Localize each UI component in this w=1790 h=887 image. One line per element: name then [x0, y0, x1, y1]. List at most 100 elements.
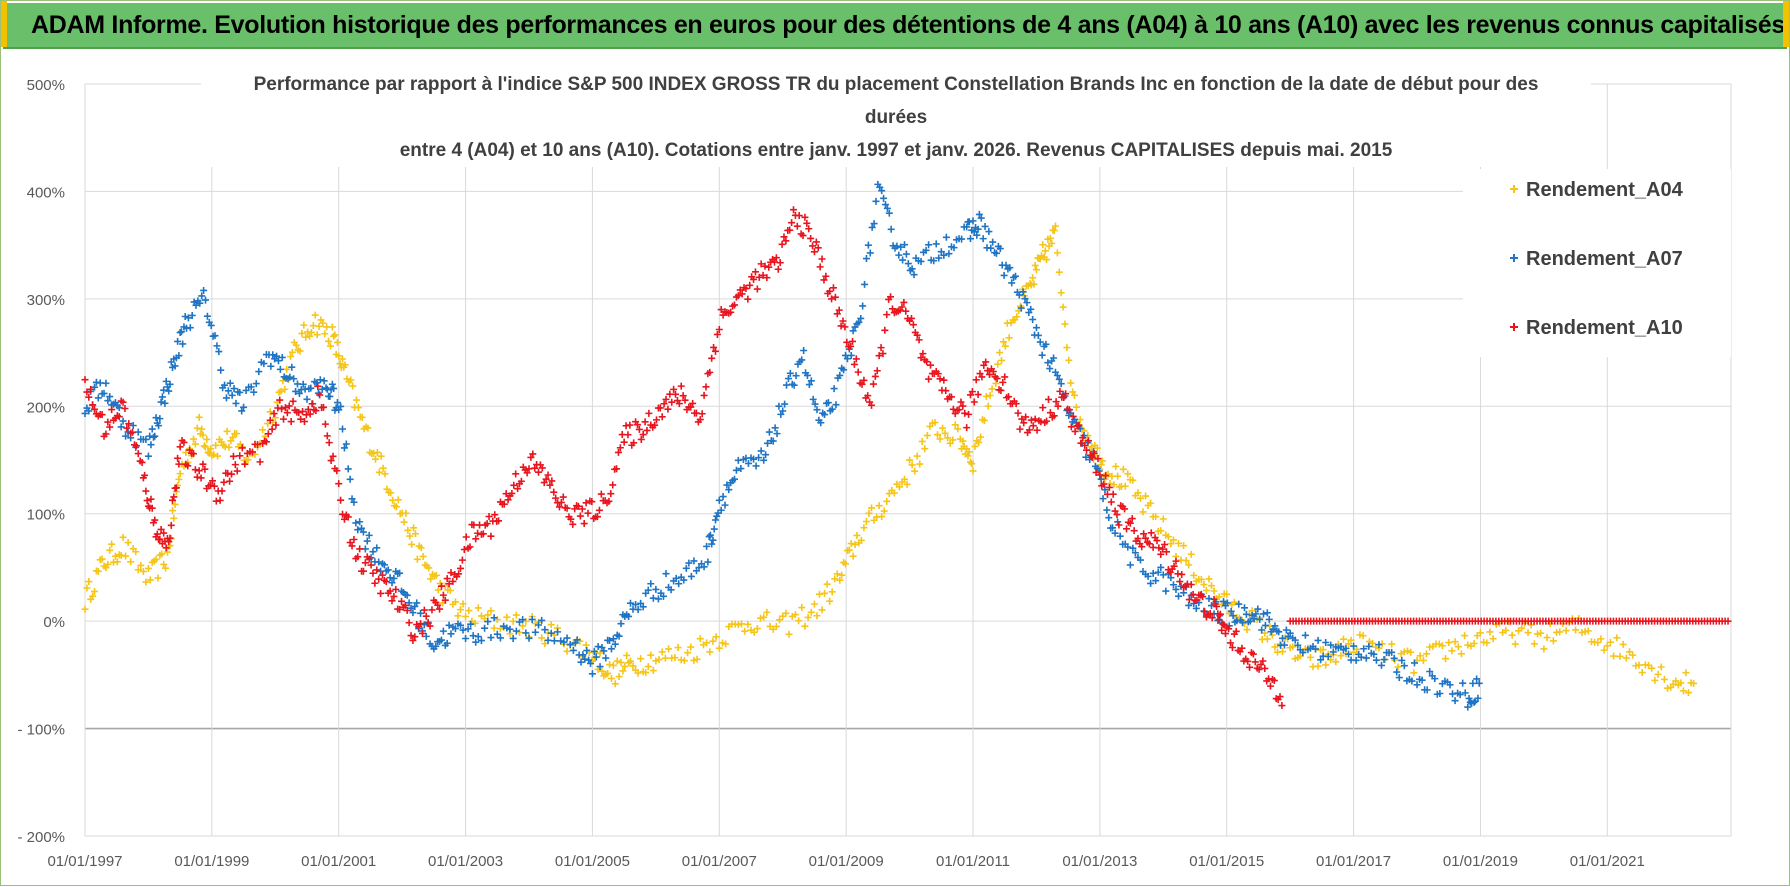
- a07-point: [626, 599, 634, 607]
- chart-grid: [84, 83, 1732, 837]
- a04-point: [292, 341, 300, 349]
- a10-point: [557, 498, 565, 506]
- a10-point: [1161, 540, 1169, 548]
- a07-point: [1240, 604, 1248, 612]
- a04-point: [1672, 677, 1680, 685]
- a07-point: [1152, 577, 1160, 585]
- a07-point: [1260, 610, 1268, 618]
- a07-point: [1131, 549, 1139, 557]
- a10-point: [1062, 390, 1070, 398]
- a04-point: [1359, 632, 1367, 640]
- a10-point: [550, 488, 558, 496]
- a10-point: [706, 368, 714, 376]
- a10-point: [1236, 648, 1244, 656]
- a07-point: [350, 498, 358, 506]
- x-tick-label: 01/01/2001: [301, 853, 376, 870]
- a10-point: [495, 517, 503, 525]
- a10-point: [1187, 581, 1195, 589]
- a07-point: [821, 411, 829, 419]
- a04-point: [171, 500, 179, 508]
- a04-point: [137, 561, 145, 569]
- a04-point: [801, 622, 809, 630]
- a07-point: [695, 564, 703, 572]
- a10-point: [643, 426, 651, 434]
- a07-point: [979, 235, 987, 243]
- a07-point: [1252, 610, 1260, 618]
- legend-background: [1463, 169, 1731, 357]
- a10-point: [1251, 658, 1259, 666]
- a10-point: [1069, 412, 1077, 420]
- a07-point: [1322, 639, 1330, 646]
- a10-point: [542, 475, 550, 483]
- a10-point: [98, 411, 106, 419]
- a10-point: [780, 233, 788, 241]
- a04-point: [1626, 648, 1634, 656]
- a10-point: [125, 420, 133, 428]
- a10-point: [871, 372, 879, 380]
- a10-point: [1157, 550, 1165, 558]
- a04-point: [975, 438, 983, 446]
- a07-point: [744, 459, 752, 467]
- a07-point: [342, 440, 350, 448]
- y-tick-label: 400%: [27, 184, 65, 201]
- a04-point: [722, 640, 730, 648]
- a07-point: [590, 647, 598, 655]
- a10-point: [759, 271, 767, 279]
- a10-point: [833, 310, 841, 318]
- a10-point: [681, 396, 689, 404]
- a04-point: [91, 587, 99, 595]
- a10-point: [529, 450, 537, 458]
- a04-point: [563, 647, 571, 655]
- a10-point: [396, 605, 404, 613]
- a07-point: [764, 439, 772, 447]
- banner-accent-right: [1783, 1, 1789, 47]
- a07-point: [1175, 592, 1183, 600]
- a04-point: [406, 532, 414, 540]
- a04-point: [1134, 489, 1142, 497]
- a10-point: [312, 407, 320, 415]
- a07-point: [484, 618, 492, 626]
- a07-point: [792, 372, 800, 380]
- a04-point: [1065, 356, 1073, 364]
- a07-point: [100, 389, 108, 397]
- a10-point: [839, 317, 847, 325]
- a10-point: [191, 466, 199, 474]
- a07-point: [142, 435, 150, 443]
- a07-point: [422, 632, 430, 640]
- a04-point: [831, 575, 839, 583]
- a07-point: [493, 630, 501, 638]
- a04-point: [1136, 494, 1144, 502]
- a07-point: [1410, 659, 1418, 667]
- a04-point: [1524, 629, 1532, 637]
- a10-point: [1029, 422, 1037, 430]
- a10-point: [563, 504, 571, 512]
- a04-point: [1502, 626, 1510, 634]
- a07-point: [800, 347, 808, 355]
- a10-point: [660, 400, 668, 408]
- a04-point: [1549, 637, 1557, 645]
- a07-point: [805, 381, 813, 389]
- a07-point: [1042, 340, 1050, 348]
- a04-point: [969, 467, 977, 475]
- a10-point: [1227, 639, 1235, 647]
- a04-point: [1001, 342, 1009, 350]
- y-tick-label: 0%: [43, 614, 65, 631]
- a10-point: [978, 373, 986, 381]
- a04-point: [313, 331, 321, 339]
- a07-point: [824, 399, 832, 407]
- a10-point: [1050, 412, 1058, 420]
- a07-point: [652, 585, 660, 593]
- a07-point: [1017, 304, 1025, 312]
- a07-point: [899, 256, 907, 264]
- a07-point: [161, 399, 169, 407]
- a04-point: [358, 413, 366, 421]
- a04-point: [1419, 656, 1427, 664]
- a10-point: [428, 606, 436, 614]
- a10-point: [679, 392, 687, 400]
- a07-point: [373, 544, 381, 552]
- a07-point: [1423, 686, 1431, 694]
- a10-point: [594, 513, 602, 521]
- a10-point: [1172, 557, 1180, 565]
- a10-point: [445, 580, 453, 588]
